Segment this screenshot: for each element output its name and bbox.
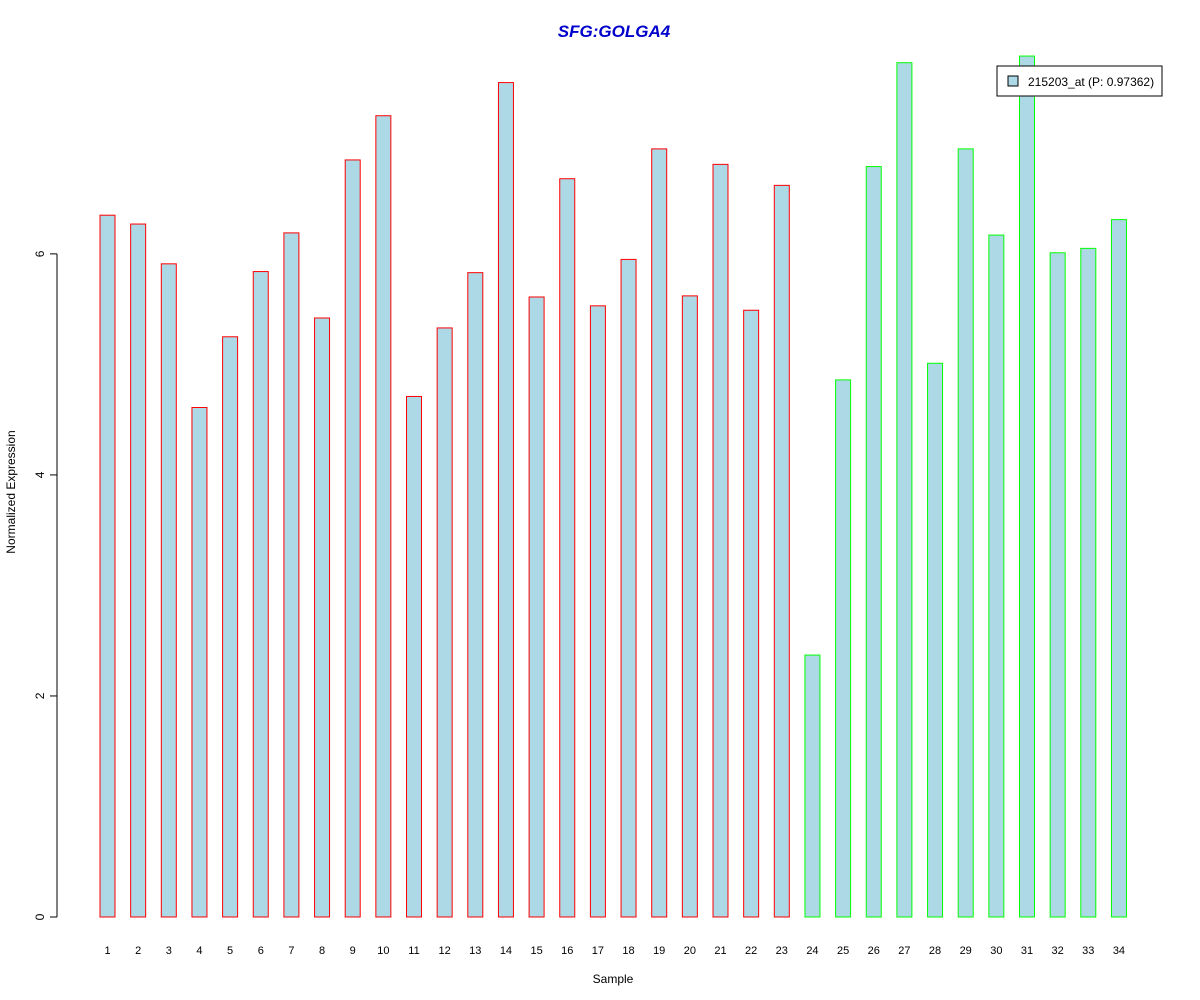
bar bbox=[467, 272, 484, 918]
x-tick-label: 9 bbox=[350, 945, 356, 957]
x-tick-label: 25 bbox=[837, 945, 849, 957]
bar bbox=[712, 163, 729, 918]
x-tick-label: 3 bbox=[166, 945, 172, 957]
y-tick-label: 0 bbox=[33, 913, 47, 920]
y-axis-label: Normalized Expression bbox=[4, 430, 18, 553]
bar bbox=[896, 62, 913, 918]
x-tick-label: 8 bbox=[319, 945, 325, 957]
bar bbox=[252, 271, 269, 918]
legend-swatch bbox=[1007, 75, 1019, 87]
x-tick-label: 11 bbox=[408, 945, 419, 957]
x-tick-label: 30 bbox=[990, 945, 1002, 957]
bar bbox=[773, 184, 790, 918]
x-tick-label: 19 bbox=[653, 945, 665, 957]
x-tick-label: 5 bbox=[227, 945, 233, 957]
bar bbox=[589, 305, 606, 918]
bar bbox=[1049, 252, 1066, 918]
x-tick-label: 14 bbox=[500, 945, 512, 957]
bar bbox=[804, 654, 821, 918]
y-tick-label: 6 bbox=[33, 250, 47, 257]
x-tick-label: 2 bbox=[135, 945, 141, 957]
bar bbox=[283, 232, 300, 918]
y-tick-label: 4 bbox=[33, 471, 47, 478]
x-tick-label: 23 bbox=[776, 945, 788, 957]
x-tick-labels: 1 2 3 4 5 6 7 8 9 10 11 12 13 14 15 16 17 18 19 20 21 22 23 24 2… bbox=[104, 945, 1125, 957]
chart-title: SFG:GOLGA4 bbox=[558, 22, 671, 41]
bar bbox=[160, 263, 177, 918]
x-tick-label: 6 bbox=[258, 945, 264, 957]
bar bbox=[957, 148, 974, 918]
bar bbox=[988, 234, 1005, 918]
x-axis-label: Sample bbox=[593, 972, 634, 986]
bar bbox=[314, 317, 331, 918]
x-tick-label: 10 bbox=[377, 945, 389, 957]
bar bbox=[497, 82, 514, 918]
x-tick-label: 16 bbox=[561, 945, 573, 957]
x-tick-label: 15 bbox=[530, 945, 542, 957]
x-tick-label: 34 bbox=[1113, 945, 1125, 957]
x-tick-label: 12 bbox=[439, 945, 451, 957]
bar bbox=[835, 379, 852, 918]
bar bbox=[130, 223, 147, 918]
bars bbox=[99, 55, 1127, 918]
x-tick-label: 20 bbox=[684, 945, 696, 957]
bar bbox=[1019, 55, 1035, 918]
bar bbox=[1080, 247, 1097, 918]
x-tick-label: 13 bbox=[469, 945, 481, 957]
legend: 215203_at (P: 0.97362) bbox=[996, 65, 1163, 97]
x-tick-label: 4 bbox=[196, 945, 202, 957]
bar bbox=[743, 309, 760, 918]
x-tick-label: 26 bbox=[868, 945, 880, 957]
bar bbox=[865, 166, 882, 918]
x-tick-label: 7 bbox=[288, 945, 294, 957]
x-tick-label: 21 bbox=[714, 945, 726, 957]
x-tick-label: 32 bbox=[1052, 945, 1064, 957]
bar bbox=[559, 178, 576, 918]
x-tick-label: 22 bbox=[745, 945, 757, 957]
bar bbox=[528, 296, 545, 918]
x-tick-label: 28 bbox=[929, 945, 941, 957]
x-tick-label: 24 bbox=[806, 945, 818, 957]
y-axis: 0 2 4 6 bbox=[33, 250, 58, 920]
legend-box bbox=[996, 65, 1163, 97]
bar bbox=[406, 395, 422, 918]
bar bbox=[651, 148, 668, 918]
bar bbox=[436, 327, 453, 918]
bar bbox=[222, 336, 239, 918]
bar bbox=[681, 295, 698, 918]
x-tick-label: 17 bbox=[592, 945, 604, 957]
x-tick-label: 31 bbox=[1021, 945, 1033, 957]
bar bbox=[927, 362, 944, 918]
x-tick-label: 1 bbox=[104, 945, 110, 957]
bar bbox=[99, 214, 116, 918]
legend-label: 215203_at (P: 0.97362) bbox=[1028, 75, 1154, 89]
bar bbox=[191, 407, 208, 918]
bar bbox=[620, 258, 637, 918]
y-tick-label: 2 bbox=[33, 692, 47, 699]
x-tick-label: 33 bbox=[1082, 945, 1094, 957]
bar bbox=[375, 115, 392, 918]
bar bbox=[344, 159, 361, 918]
x-tick-label: 18 bbox=[622, 945, 634, 957]
x-tick-label: 29 bbox=[960, 945, 972, 957]
bar bbox=[1110, 219, 1127, 918]
x-tick-label: 27 bbox=[898, 945, 910, 957]
